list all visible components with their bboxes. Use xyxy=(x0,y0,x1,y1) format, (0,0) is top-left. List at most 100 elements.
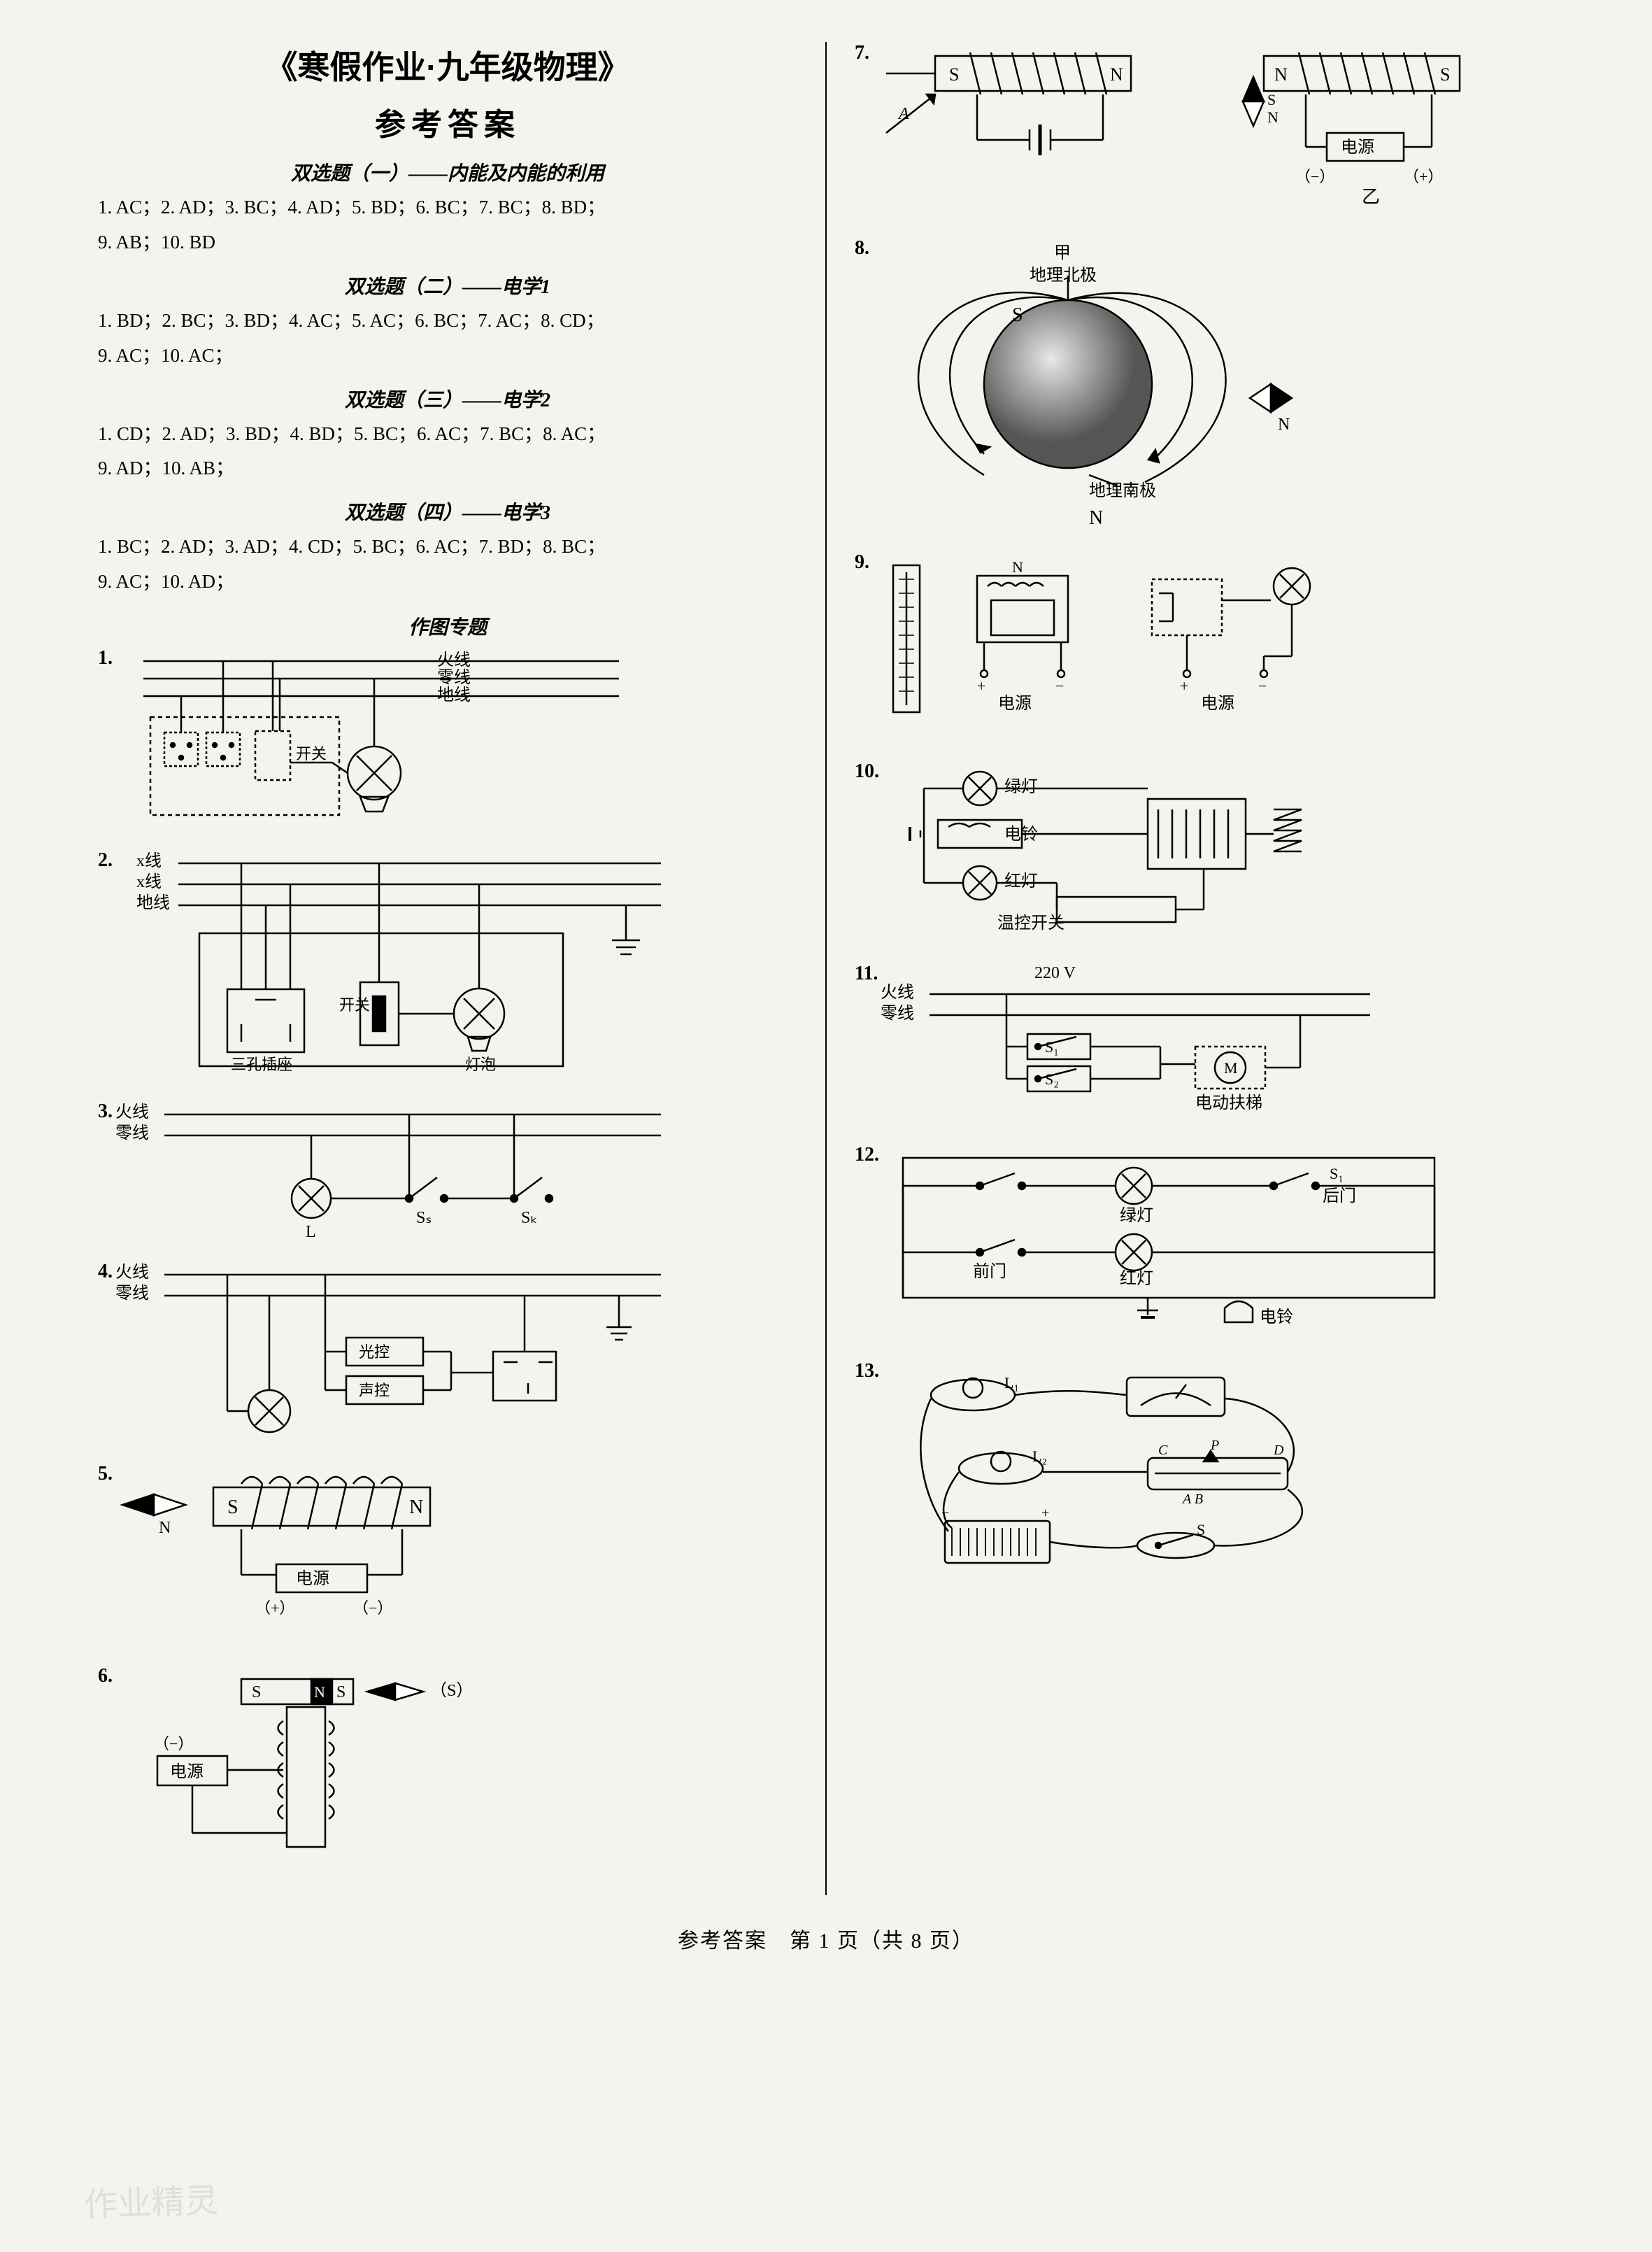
svg-text:D: D xyxy=(1273,1443,1284,1458)
answers-4b: 9. AC；10. AD； xyxy=(98,566,797,598)
svg-text:后门: 后门 xyxy=(1323,1187,1356,1205)
svg-text:乙: 乙 xyxy=(1362,187,1380,207)
svg-text:零线: 零线 xyxy=(115,1124,149,1142)
figure-3: 火线 零线 L Sₛ xyxy=(115,1100,661,1244)
svg-text:N: N xyxy=(1274,64,1288,85)
svg-text:S₁: S₁ xyxy=(1045,1038,1059,1056)
svg-text:+: + xyxy=(1041,1506,1049,1521)
svg-text:灯泡: 灯泡 xyxy=(465,1056,496,1073)
figure-7: S N A xyxy=(872,42,1502,220)
figure-num-5: 5. xyxy=(98,1463,113,1485)
figure-num-9: 9. xyxy=(855,551,869,574)
svg-text:S: S xyxy=(949,64,959,85)
svg-text:电铃: 电铃 xyxy=(1260,1308,1293,1326)
svg-text:地理北极: 地理北极 xyxy=(1030,266,1097,285)
svg-text:S: S xyxy=(227,1496,238,1518)
svg-text:N: N xyxy=(314,1683,325,1701)
figure-num-7: 7. xyxy=(855,42,869,64)
answers-1a: 1. AC；2. AD；3. BC；4. AD；5. BD；6. BC；7. B… xyxy=(98,192,797,224)
answers-4a: 1. BC；2. AD；3. AD；4. CD；5. BC；6. AC；7. B… xyxy=(98,531,797,563)
svg-text:S: S xyxy=(1012,304,1023,326)
section-title-4: 双选题（四）——电学3 xyxy=(98,497,797,525)
figure-4: 火线 零线 光控 声控 xyxy=(115,1261,661,1446)
figure-10: 绿灯 电铃 红灯 xyxy=(882,760,1427,946)
figure-num-1: 1. xyxy=(98,647,113,670)
svg-text:火线: 火线 xyxy=(115,1263,149,1282)
svg-text:C: C xyxy=(1158,1443,1168,1458)
page-title: 《寒假作业·九年级物理》 xyxy=(98,42,797,88)
svg-text:S: S xyxy=(336,1683,346,1701)
svg-text:S: S xyxy=(1197,1521,1205,1538)
svg-text:P: P xyxy=(1210,1438,1219,1453)
svg-text:S₂: S₂ xyxy=(1045,1070,1059,1088)
svg-text:前门: 前门 xyxy=(973,1262,1006,1281)
figure-section-title: 作图专题 xyxy=(98,612,797,640)
svg-text:火线: 火线 xyxy=(881,983,914,1002)
figure-num-3: 3. xyxy=(98,1100,113,1123)
svg-text:电源: 电源 xyxy=(1201,694,1234,713)
svg-text:L₁: L₁ xyxy=(1004,1374,1019,1391)
answers-2b: 9. AC；10. AC； xyxy=(98,340,797,372)
svg-text:电源: 电源 xyxy=(1341,138,1374,157)
svg-text:A B: A B xyxy=(1181,1492,1203,1507)
figure-6: S N S （S） 电源 （−） xyxy=(115,1665,535,1878)
svg-text:N: N xyxy=(1012,558,1023,576)
svg-text:红灯: 红灯 xyxy=(1120,1269,1153,1288)
svg-text:电动扶梯: 电动扶梯 xyxy=(1195,1093,1262,1112)
svg-text:L₂: L₂ xyxy=(1032,1447,1047,1465)
figure-num-2: 2. xyxy=(98,849,113,872)
svg-text:N: N xyxy=(409,1496,423,1518)
section-title-2: 双选题（二）——电学1 xyxy=(98,271,797,299)
svg-text:Sₛ: Sₛ xyxy=(416,1209,432,1227)
svg-text:−: − xyxy=(1055,677,1064,695)
svg-text:零线: 零线 xyxy=(115,1284,149,1303)
figure-12: 绿灯 S₁ 后门 前门 红灯 xyxy=(882,1144,1455,1343)
svg-text:开关: 开关 xyxy=(339,996,370,1014)
svg-text:地理南极: 地理南极 xyxy=(1089,481,1156,500)
figure-num-6: 6. xyxy=(98,1665,113,1687)
figure-num-13: 13. xyxy=(855,1360,879,1382)
svg-text:零线: 零线 xyxy=(437,668,471,687)
figure-num-11: 11. xyxy=(855,963,878,985)
answers-3b: 9. AD；10. AB； xyxy=(98,453,797,485)
svg-text:零线: 零线 xyxy=(881,1004,914,1023)
svg-text:M: M xyxy=(1224,1059,1238,1077)
figure-11: 220 V 火线 零线 S₁ S₂ xyxy=(881,963,1426,1127)
page-subtitle: 参考答案 xyxy=(98,99,797,144)
svg-text:（+）: （+） xyxy=(255,1599,294,1617)
svg-text:声控: 声控 xyxy=(359,1382,390,1399)
section-title-3: 双选题（三）——电学2 xyxy=(98,385,797,413)
watermark: 作业精灵 xyxy=(83,2173,219,2227)
svg-text:N: N xyxy=(1110,64,1123,85)
svg-text:220 V: 220 V xyxy=(1034,964,1076,982)
svg-text:N: N xyxy=(159,1519,171,1537)
svg-text:−: − xyxy=(1258,677,1267,695)
svg-text:N: N xyxy=(1089,507,1103,529)
svg-text:x线: x线 xyxy=(136,851,162,870)
svg-text:绿灯: 绿灯 xyxy=(1120,1206,1153,1225)
answers-1b: 9. AB；10. BD xyxy=(98,227,797,259)
svg-text:火线: 火线 xyxy=(437,651,471,670)
figure-num-10: 10. xyxy=(855,760,879,783)
svg-text:温控开关: 温控开关 xyxy=(997,914,1064,933)
svg-text:红灯: 红灯 xyxy=(1004,872,1038,891)
svg-text:绿灯: 绿灯 xyxy=(1004,777,1038,796)
svg-text:S: S xyxy=(1440,64,1450,85)
figure-1: 火线 零线 地线 开关 xyxy=(115,647,619,833)
svg-text:N: N xyxy=(1267,108,1279,126)
svg-text:电源: 电源 xyxy=(998,694,1032,713)
svg-text:甲: 甲 xyxy=(1054,244,1071,262)
section-title-1: 双选题（一）——内能及内能的利用 xyxy=(98,158,797,186)
answers-3a: 1. CD；2. AD；3. BD；4. BD；5. BC；6. AC；7. B… xyxy=(98,418,797,451)
svg-text:L: L xyxy=(306,1223,316,1240)
svg-text:Sₖ: Sₖ xyxy=(521,1209,538,1227)
svg-text:N: N xyxy=(1278,416,1290,434)
svg-text:光控: 光控 xyxy=(359,1343,390,1361)
svg-text:三孔插座: 三孔插座 xyxy=(231,1056,292,1073)
svg-text:地线: 地线 xyxy=(136,893,170,912)
svg-text:S₁: S₁ xyxy=(1330,1165,1344,1182)
svg-text:火线: 火线 xyxy=(115,1103,149,1121)
svg-text:（S）: （S） xyxy=(430,1682,473,1700)
svg-text:（−）: （−） xyxy=(154,1735,193,1752)
figure-8: 甲 地理北极 S xyxy=(872,237,1362,534)
